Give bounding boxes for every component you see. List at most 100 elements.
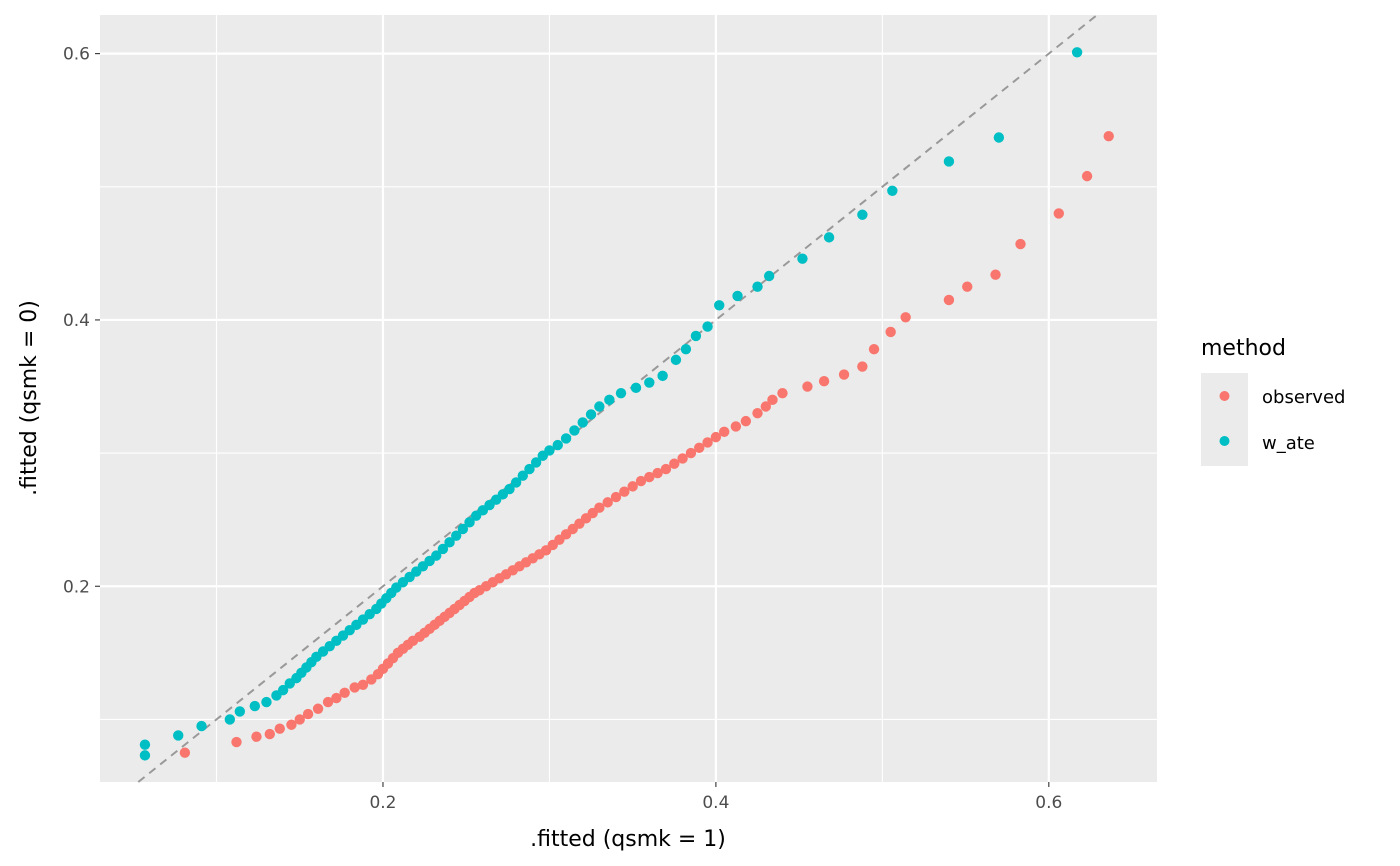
point-w-ate bbox=[234, 706, 246, 717]
point-observed bbox=[1103, 130, 1114, 142]
point-w-ate bbox=[504, 483, 515, 495]
point-w-ate bbox=[139, 739, 151, 750]
identity-line bbox=[137, 14, 1098, 783]
y-tick-label: 0.2 bbox=[63, 577, 90, 597]
point-w-ate bbox=[444, 537, 455, 548]
x-tick-label: 0.2 bbox=[369, 793, 396, 813]
point-w-ate bbox=[690, 330, 702, 342]
x-axis-ticks: 0.2 0.4 0.6 bbox=[369, 782, 1062, 813]
point-w-ate bbox=[569, 425, 580, 436]
point-observed bbox=[767, 394, 778, 406]
point-w-ate bbox=[451, 530, 462, 541]
point-observed bbox=[702, 437, 713, 448]
point-w-ate bbox=[752, 281, 763, 292]
point-w-ate bbox=[224, 714, 236, 725]
point-w-ate bbox=[585, 409, 597, 420]
point-observed bbox=[251, 731, 262, 742]
point-w-ate bbox=[457, 523, 469, 535]
point-w-ate bbox=[887, 185, 898, 196]
point-w-ate bbox=[1071, 47, 1083, 58]
point-w-ate bbox=[630, 382, 642, 394]
point-w-ate bbox=[714, 300, 725, 311]
point-observed bbox=[286, 719, 297, 730]
point-observed bbox=[302, 708, 314, 720]
point-w-ate bbox=[732, 290, 743, 302]
point-w-ate bbox=[437, 543, 449, 555]
point-w-ate bbox=[615, 387, 627, 399]
point-w-ate bbox=[544, 445, 555, 456]
identity-reference-line bbox=[137, 14, 1098, 783]
point-observed bbox=[719, 426, 730, 437]
y-tick-label: 0.6 bbox=[63, 45, 90, 65]
point-w-ate bbox=[552, 439, 563, 451]
point-w-ate bbox=[261, 696, 272, 708]
point-observed bbox=[752, 407, 763, 419]
point-observed bbox=[1053, 208, 1064, 219]
point-observed bbox=[294, 714, 305, 725]
point-observed bbox=[322, 696, 334, 708]
x-tick-label: 0.6 bbox=[1035, 793, 1062, 813]
point-observed bbox=[331, 692, 342, 704]
point-observed bbox=[349, 682, 360, 693]
point-w-ate bbox=[702, 321, 713, 332]
point-observed bbox=[962, 281, 973, 292]
point-observed bbox=[677, 453, 688, 464]
point-observed bbox=[627, 481, 638, 492]
point-observed bbox=[990, 269, 1001, 280]
point-observed bbox=[740, 415, 752, 427]
point-observed bbox=[868, 344, 880, 355]
point-observed bbox=[777, 387, 788, 399]
point-observed bbox=[264, 728, 275, 740]
point-observed bbox=[885, 326, 896, 338]
point-observed bbox=[179, 747, 191, 758]
point-observed bbox=[594, 502, 605, 513]
point-observed bbox=[669, 458, 680, 469]
point-w-ate bbox=[604, 394, 615, 406]
point-w-ate bbox=[763, 270, 775, 282]
legend-label-observed: observed bbox=[1262, 387, 1345, 408]
point-w-ate bbox=[797, 253, 808, 264]
y-axis-ticks: 0.2 0.4 0.6 bbox=[63, 45, 100, 597]
point-w-ate bbox=[657, 370, 668, 382]
panel-background bbox=[100, 15, 1157, 782]
point-observed bbox=[1081, 170, 1093, 182]
point-observed bbox=[602, 497, 613, 508]
point-observed bbox=[635, 475, 647, 487]
x-axis-title: .fitted (qsmk = 1) bbox=[530, 827, 726, 852]
point-observed bbox=[802, 381, 813, 392]
point-observed bbox=[274, 723, 285, 734]
point-observed bbox=[652, 467, 663, 479]
legend-key-background bbox=[1201, 373, 1248, 466]
point-w-ate bbox=[680, 344, 692, 355]
point-w-ate bbox=[517, 470, 528, 481]
point-observed bbox=[694, 442, 705, 453]
point-w-ate bbox=[943, 156, 955, 167]
point-w-ate bbox=[196, 720, 207, 732]
point-observed bbox=[357, 679, 369, 690]
point-observed bbox=[685, 447, 697, 459]
point-observed bbox=[339, 687, 350, 698]
point-w-ate bbox=[249, 700, 261, 712]
point-observed bbox=[818, 375, 830, 387]
legend-key-observed bbox=[1219, 391, 1230, 401]
point-observed bbox=[1015, 238, 1026, 250]
point-w-ate bbox=[524, 463, 535, 475]
point-w-ate bbox=[670, 354, 682, 366]
point-w-ate bbox=[857, 209, 868, 220]
point-observed bbox=[730, 421, 742, 432]
legend-label-w-ate: w_ate bbox=[1262, 433, 1315, 454]
point-observed bbox=[312, 703, 324, 714]
data-points bbox=[139, 47, 1114, 761]
point-w-ate bbox=[577, 417, 588, 428]
point-observed bbox=[900, 312, 911, 323]
point-observed bbox=[943, 294, 955, 306]
legend-key-w-ate bbox=[1219, 436, 1230, 446]
point-w-ate bbox=[510, 477, 522, 488]
point-observed bbox=[660, 463, 672, 475]
point-w-ate bbox=[530, 457, 542, 468]
point-observed bbox=[610, 491, 622, 503]
point-w-ate bbox=[644, 377, 655, 388]
x-tick-label: 0.4 bbox=[702, 793, 729, 813]
